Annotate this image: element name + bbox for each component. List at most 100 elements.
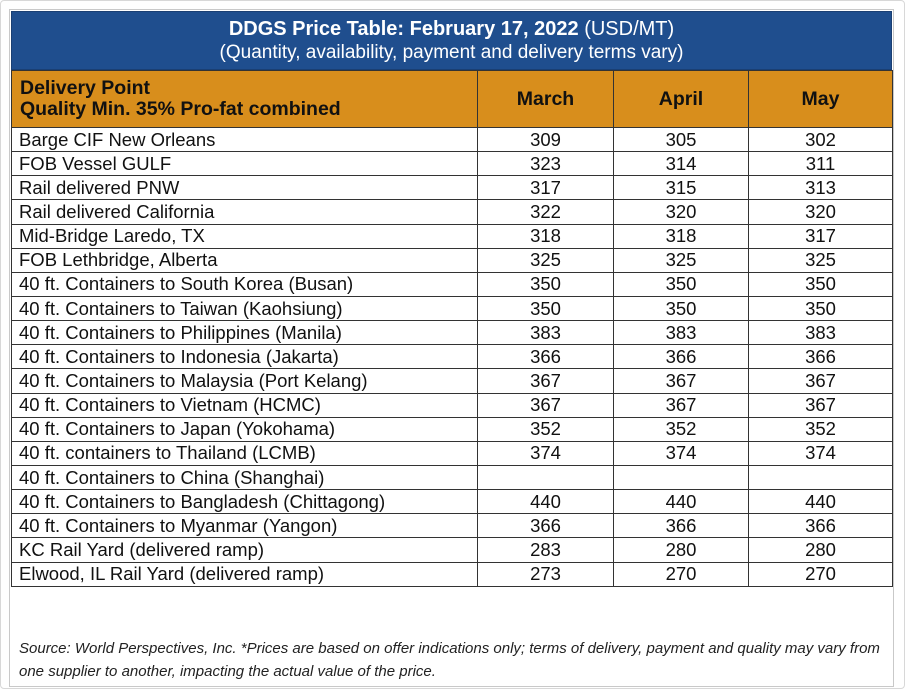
price-table-card [9,9,894,687]
april-price-cell: 350 [613,271,749,297]
may-price-cell [748,464,893,491]
march-price-cell: 350 [477,295,614,322]
table-row: Barge CIF New Orleans 309 305 302 [11,126,893,153]
table-title-bar: DDGS Price Table: February 17, 2022 (USD… [11,11,892,70]
table-title-unit: (USD/MT) [584,18,675,40]
table-row: FOB Lethbridge, Alberta 325 325 325 [11,247,893,273]
may-price-cell: 374 [748,440,893,466]
delivery-point-cell: 40 ft. Containers to Bangladesh (Chittag… [11,489,478,515]
may-price-cell: 440 [748,489,893,515]
table-subtitle: (Quantity, availability, payment and del… [219,42,684,63]
delivery-point-cell: 40 ft. Containers to Indonesia (Jakarta) [11,344,478,370]
march-price-cell: 323 [477,151,614,177]
header-delivery-point-label: Delivery Point [20,77,151,99]
table-row: 40 ft. Containers to Taiwan (Kaohsiung) 3… [11,295,893,322]
may-price-cell: 270 [748,561,893,587]
march-price-cell: 318 [477,223,614,249]
may-price-cell: 311 [748,151,893,177]
april-price-cell: 366 [613,513,749,539]
april-price-cell: 440 [613,489,749,515]
may-price-cell: 320 [748,199,893,225]
may-price-cell: 367 [748,368,893,394]
table-row: 40 ft. Containers to Myanmar (Yangon) 366… [11,513,893,539]
may-price-cell: 366 [748,344,893,370]
table-row: Mid-Bridge Laredo, TX 318 318 317 [11,223,893,249]
may-price-cell: 383 [748,320,893,346]
march-price-cell: 325 [477,247,614,273]
table-row: KC Rail Yard (delivered ramp) 283 280 280 [11,537,893,563]
march-price-cell: 283 [477,537,614,563]
table-header-row: Delivery Point Quality Min. 35% Pro-fat … [11,70,893,128]
table-row: Rail delivered PNW 317 315 313 [11,175,893,201]
march-price-cell: 440 [477,489,614,515]
delivery-point-cell: 40 ft. Containers to South Korea (Busan) [11,271,478,297]
header-delivery-point: Delivery Point Quality Min. 35% Pro-fat … [11,70,478,128]
march-price-cell: 383 [477,320,614,346]
delivery-point-cell: 40 ft. Containers to Myanmar (Yangon) [11,513,478,539]
march-price-cell: 322 [477,199,614,225]
april-price-cell: 280 [613,537,749,563]
table-row: 40 ft. Containers to Japan (Yokohama) 352… [11,416,893,442]
may-price-cell: 350 [748,295,893,322]
april-price-cell: 366 [613,344,749,370]
delivery-point-cell: 40 ft. Containers to Vietnam (HCMC) [11,392,478,418]
delivery-point-cell: Rail delivered California [11,199,478,225]
march-price-cell: 366 [477,344,614,370]
april-price-cell: 350 [613,295,749,322]
price-table: Delivery Point Quality Min. 35% Pro-fat … [11,70,893,587]
march-price-cell: 367 [477,392,614,418]
april-price-cell: 315 [613,175,749,201]
april-price-cell: 367 [613,392,749,418]
march-price-cell: 273 [477,561,614,587]
table-row: 40 ft. Containers to South Korea (Busan)… [11,271,893,297]
april-price-cell: 314 [613,151,749,177]
delivery-point-cell: KC Rail Yard (delivered ramp) [11,537,478,563]
table-row: Rail delivered California 322 320 320 [11,199,893,225]
table-row: 40 ft. Containers to Malaysia (Port Kela… [11,368,893,394]
delivery-point-cell: Rail delivered PNW [11,175,478,201]
delivery-point-cell: 40 ft. Containers to Philippines (Manila… [11,320,478,346]
may-price-cell: 352 [748,416,893,442]
april-price-cell: 305 [613,126,749,153]
march-price-cell: 350 [477,271,614,297]
april-price-cell: 383 [613,320,749,346]
may-price-cell: 350 [748,271,893,297]
may-price-cell: 313 [748,175,893,201]
may-price-cell: 317 [748,223,893,249]
march-price-cell [477,464,614,491]
march-price-cell: 367 [477,368,614,394]
table-row: 40 ft. Containers to Bangladesh (Chittag… [11,489,893,515]
march-price-cell: 317 [477,175,614,201]
delivery-point-cell: 40 ft. containers to Thailand (LCMB) [11,440,478,466]
table-row: Elwood, IL Rail Yard (delivered ramp) 273… [11,561,893,587]
table-row: 40 ft. Containers to Vietnam (HCMC) 367 36… [11,392,893,418]
delivery-point-cell: 40 ft. Containers to China (Shanghai) [11,464,478,491]
table-title: DDGS Price Table: February 17, 2022 (USD… [12,12,891,41]
may-price-cell: 280 [748,537,893,563]
table-row: FOB Vessel GULF 323 314 311 [11,151,893,177]
delivery-point-cell: Mid-Bridge Laredo, TX [11,223,478,249]
table-row: 40 ft. containers to Thailand (LCMB) 374 3… [11,440,893,466]
april-price-cell [613,464,749,491]
march-price-cell: 352 [477,416,614,442]
table-title-main: DDGS Price Table: February 17, 2022 [228,18,579,40]
delivery-point-cell: 40 ft. Containers to Taiwan (Kaohsiung) [11,295,478,322]
header-quality-label: Quality Min. 35% Pro-fat combined [20,98,341,120]
may-price-cell: 366 [748,513,893,539]
march-price-cell: 309 [477,126,614,153]
header-month-march: March [477,70,614,128]
april-price-cell: 367 [613,368,749,394]
source-note: Source: World Perspectives, Inc. *Prices… [19,640,880,680]
april-price-cell: 320 [613,199,749,225]
april-price-cell: 374 [613,440,749,466]
march-price-cell: 366 [477,513,614,539]
april-price-cell: 318 [613,223,749,249]
delivery-point-cell: 40 ft. Containers to Japan (Yokohama) [11,416,478,442]
header-month-may: May [748,70,893,128]
april-price-cell: 325 [613,247,749,273]
table-body: Barge CIF New Orleans 309 305 302 FOB Vessel… [11,126,893,587]
april-price-cell: 352 [613,416,749,442]
may-price-cell: 325 [748,247,893,273]
table-row: 40 ft. Containers to China (Shanghai) [11,464,893,491]
march-price-cell: 374 [477,440,614,466]
